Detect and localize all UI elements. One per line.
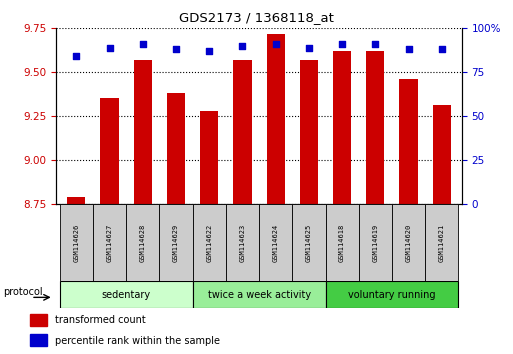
Point (338, 41, 346, 47)
Bar (226, 204, 259, 281)
Bar (93, 204, 126, 281)
Text: GSM114623: GSM114623 (240, 223, 245, 262)
Bar (366, 51, 384, 204)
Bar (300, 60, 318, 204)
Bar (200, 111, 219, 204)
Text: voluntary running: voluntary running (348, 290, 436, 300)
Bar (30, 335, 47, 346)
Bar (134, 60, 152, 204)
Text: percentile rank within the sample: percentile rank within the sample (54, 336, 220, 346)
Text: GSM114627: GSM114627 (107, 223, 112, 262)
Bar (326, 204, 359, 281)
Text: GDS2173 / 1368118_at: GDS2173 / 1368118_at (179, 11, 334, 24)
Point (139, 41, 147, 47)
Point (371, 41, 380, 47)
Bar (192, 281, 326, 308)
Bar (101, 98, 119, 204)
Point (205, 48, 213, 54)
Bar (267, 34, 285, 204)
Text: GSM114628: GSM114628 (140, 223, 146, 262)
Point (404, 46, 412, 52)
Bar (359, 204, 392, 281)
Bar (333, 51, 351, 204)
Point (172, 46, 180, 52)
Bar (60, 204, 93, 281)
Bar (432, 105, 451, 204)
Bar (167, 93, 185, 204)
Bar (425, 204, 459, 281)
Text: GSM114619: GSM114619 (372, 223, 378, 262)
Point (106, 45, 114, 50)
Text: GSM114620: GSM114620 (406, 223, 411, 262)
Text: GSM114621: GSM114621 (439, 223, 445, 262)
Point (438, 46, 446, 52)
Text: protocol: protocol (3, 287, 43, 297)
Bar (192, 204, 226, 281)
Point (72, 53, 81, 59)
Text: transformed count: transformed count (54, 315, 145, 325)
Bar (67, 196, 86, 204)
Text: GSM114618: GSM114618 (339, 223, 345, 262)
Point (271, 41, 280, 47)
Text: twice a week activity: twice a week activity (207, 290, 311, 300)
Text: sedentary: sedentary (102, 290, 151, 300)
Bar (292, 204, 326, 281)
Point (239, 43, 247, 49)
Text: GSM114624: GSM114624 (273, 223, 279, 262)
Text: GSM114629: GSM114629 (173, 223, 179, 262)
Text: GSM114622: GSM114622 (206, 223, 212, 262)
Text: GSM114626: GSM114626 (73, 223, 80, 262)
Bar (126, 204, 160, 281)
Bar (400, 79, 418, 204)
Bar (259, 204, 292, 281)
Bar (30, 314, 47, 326)
Bar (392, 204, 425, 281)
Bar (326, 281, 459, 308)
Bar (160, 204, 192, 281)
Bar (60, 281, 192, 308)
Point (305, 45, 313, 50)
Text: GSM114625: GSM114625 (306, 223, 312, 262)
Bar (233, 60, 251, 204)
